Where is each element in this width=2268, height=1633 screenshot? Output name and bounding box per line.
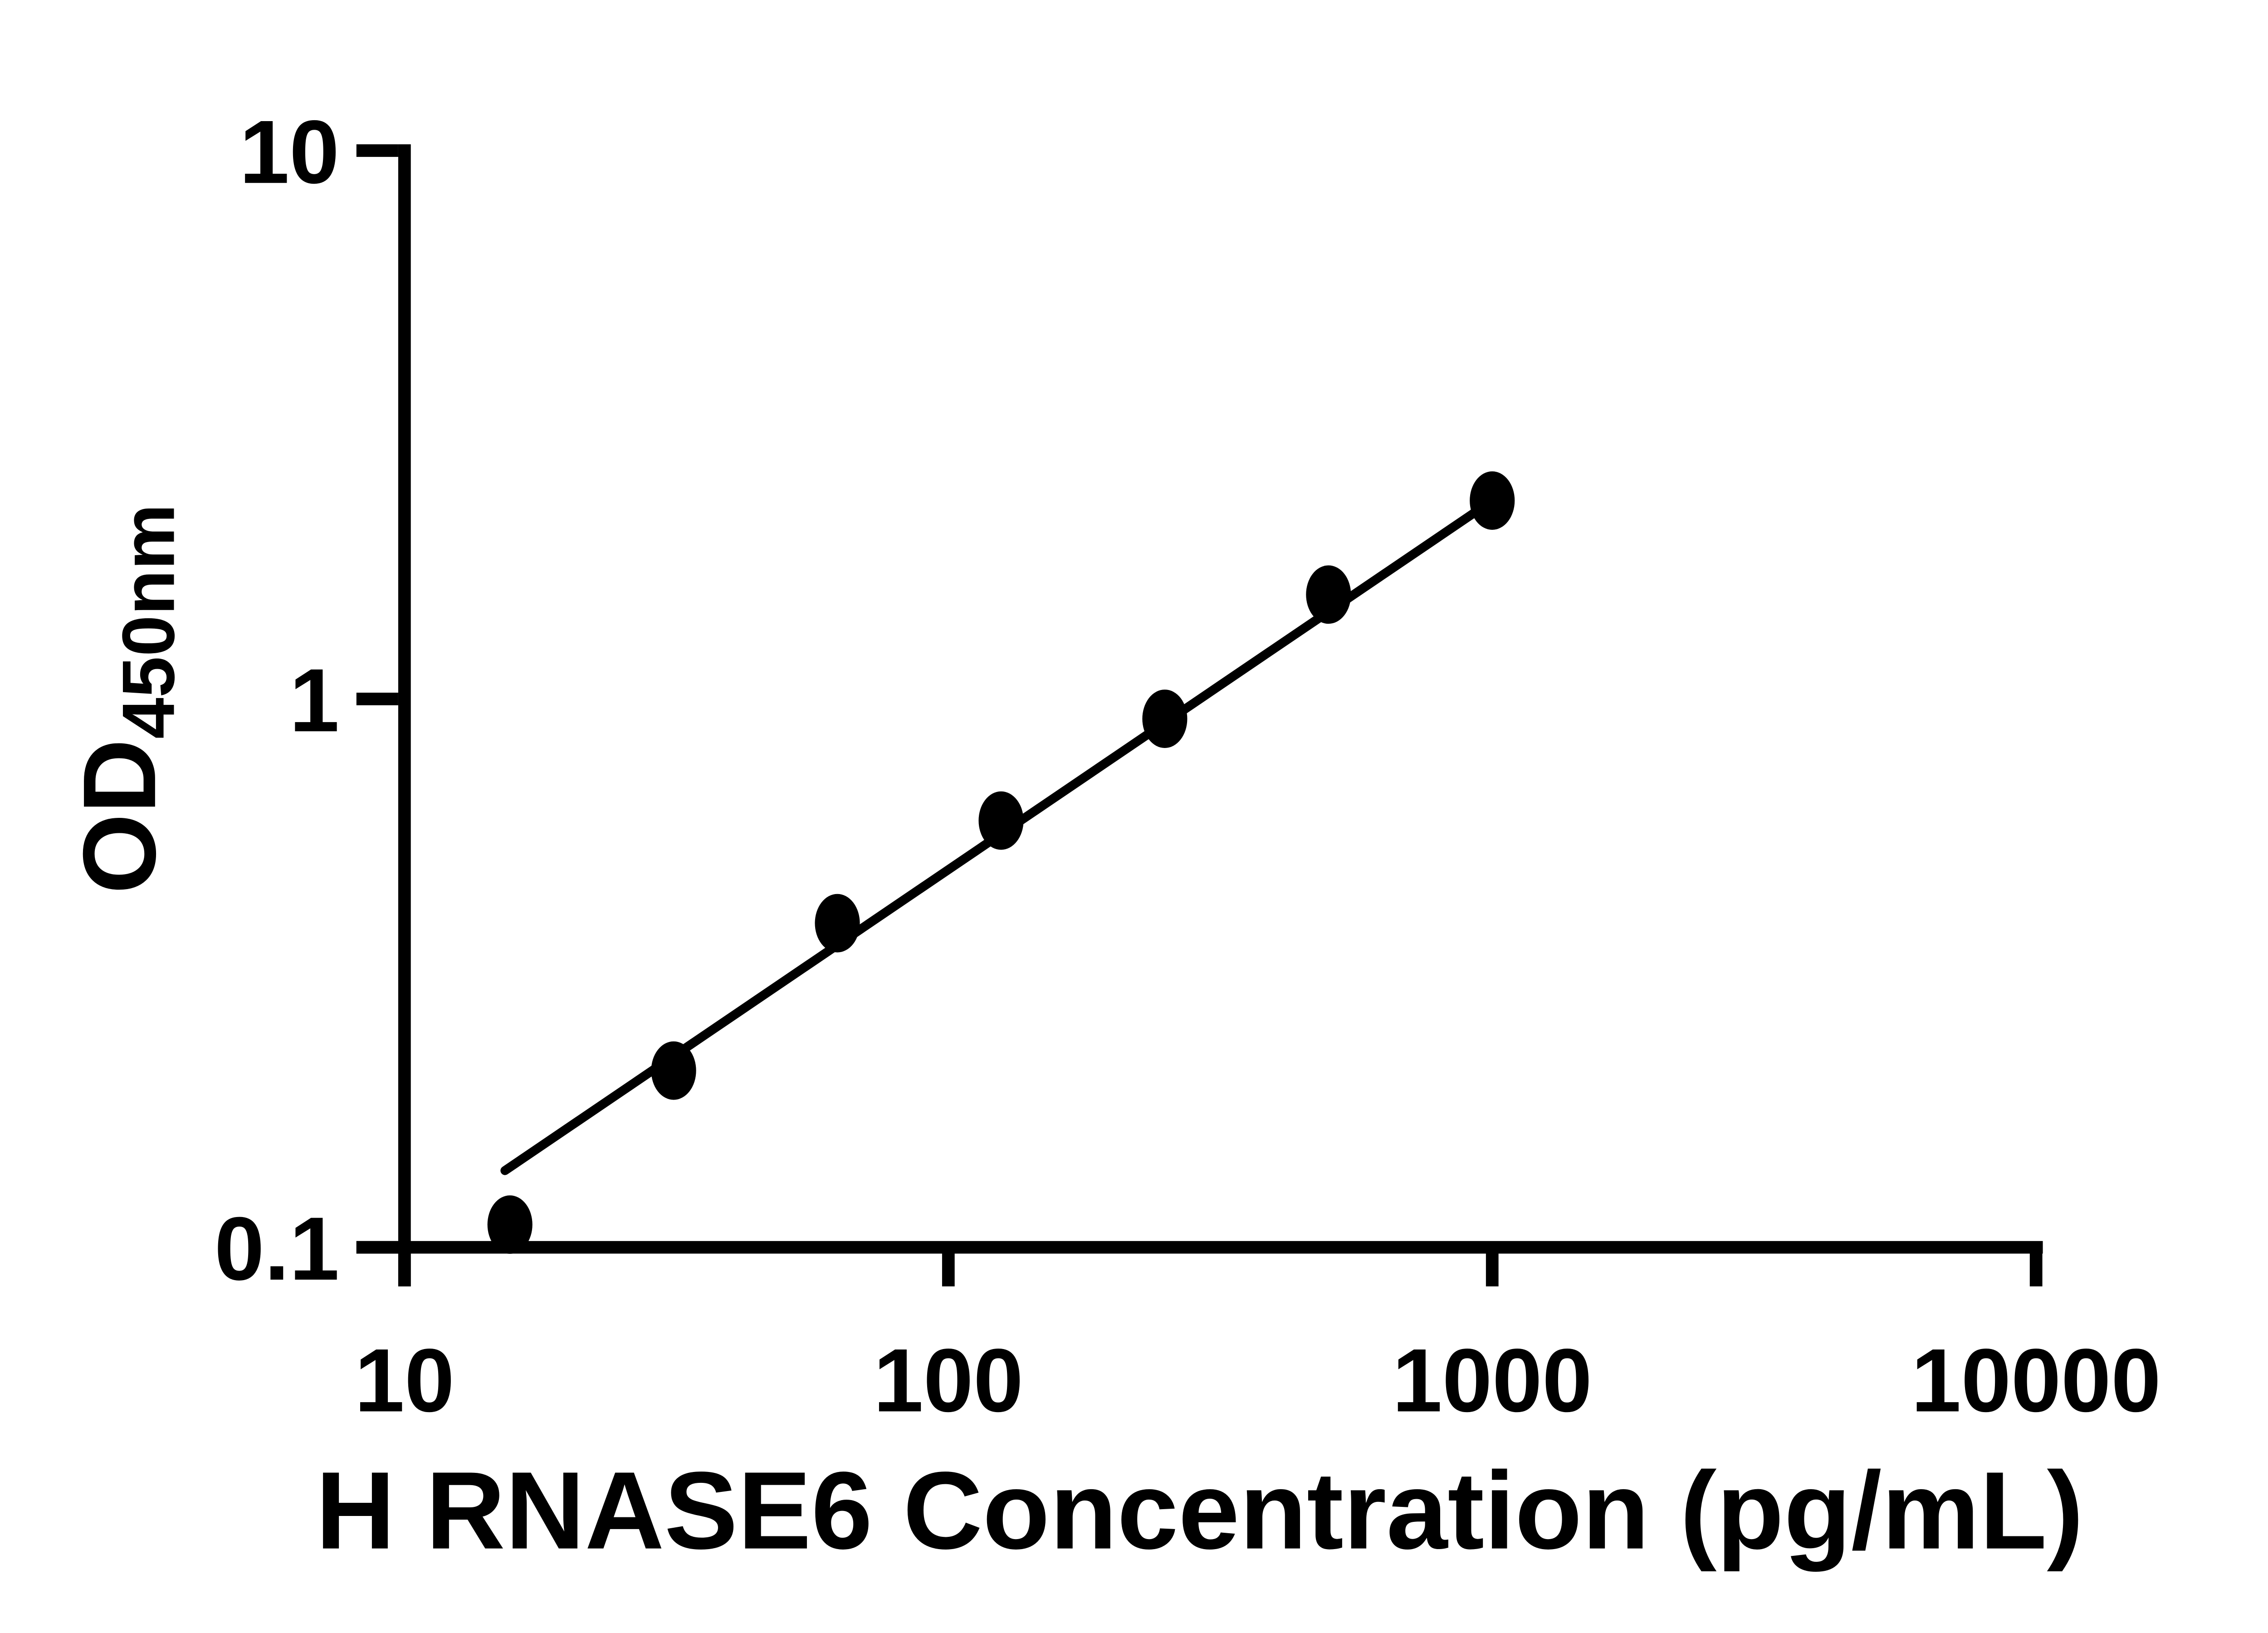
x-tick-label: 1000	[1392, 1330, 1592, 1430]
data-point	[1470, 471, 1515, 530]
axes-layer	[356, 144, 2043, 1286]
data-point	[815, 894, 860, 953]
data-point	[978, 791, 1024, 850]
data-point	[651, 1041, 696, 1100]
x-tick-label: 100	[873, 1330, 1023, 1430]
y-tick-label: 1	[289, 650, 339, 750]
x-tick-label: 10	[355, 1330, 455, 1430]
y-tick-label: 0.1	[215, 1198, 339, 1299]
tick-layer	[356, 144, 2043, 1286]
data-point-layer	[487, 471, 1515, 1254]
data-point	[1142, 689, 1188, 748]
y-axis-title-subscript: 450nm	[107, 504, 190, 739]
x-tick-label: 10000	[1911, 1330, 2161, 1430]
y-axis-title: OD450nm	[62, 504, 190, 894]
y-axis-title-main: OD	[62, 739, 177, 894]
data-point	[1306, 565, 1351, 624]
data-point	[487, 1195, 533, 1254]
y-tick-label: 10	[240, 102, 339, 202]
x-axis-title: H RNASE6 Concentration (pg/mL)	[316, 1449, 2084, 1572]
